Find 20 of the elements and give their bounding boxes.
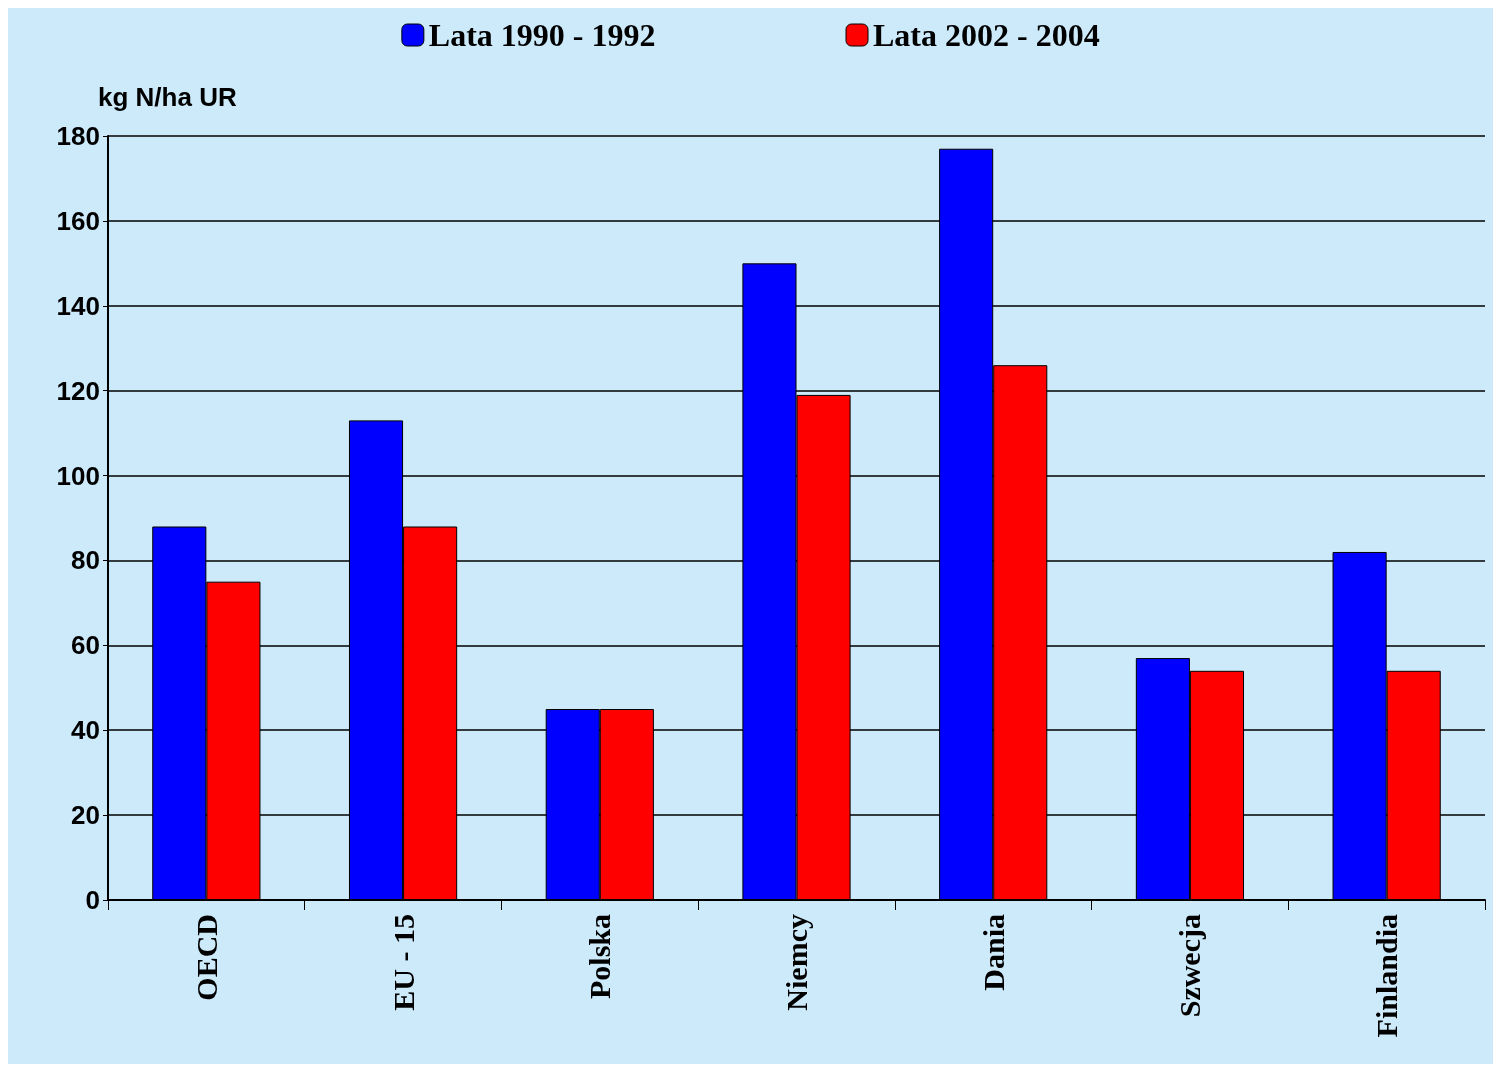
x-tick-label: EU - 15 <box>386 914 420 1011</box>
legend-label: Lata 1990 - 1992 <box>428 17 656 53</box>
x-tick-label: Niemcy <box>780 914 813 1011</box>
legend-label: Lata 2002 - 2004 <box>873 17 1100 53</box>
y-tick-label: 140 <box>56 290 100 321</box>
x-tick-label: Dania <box>976 914 1010 991</box>
y-tick-label: 20 <box>71 800 100 831</box>
y-tick-label: 180 <box>56 121 100 151</box>
y-tick-label: 100 <box>56 460 100 491</box>
y-tick-label: 80 <box>71 545 100 576</box>
y-tick-label: 40 <box>71 715 100 746</box>
x-tick-label: OECD <box>189 914 223 1001</box>
x-tick-label: Polska <box>583 914 617 1000</box>
y-axis-title: kg N/ha UR <box>98 82 237 112</box>
y-tick-label: 0 <box>85 885 100 915</box>
y-tick-label: 60 <box>71 630 100 661</box>
x-tick-label: Finlandia <box>1370 914 1404 1038</box>
x-tick-label: Szwecja <box>1173 914 1207 1018</box>
y-tick-label: 120 <box>56 375 100 406</box>
y-tick-label: 160 <box>56 205 100 236</box>
